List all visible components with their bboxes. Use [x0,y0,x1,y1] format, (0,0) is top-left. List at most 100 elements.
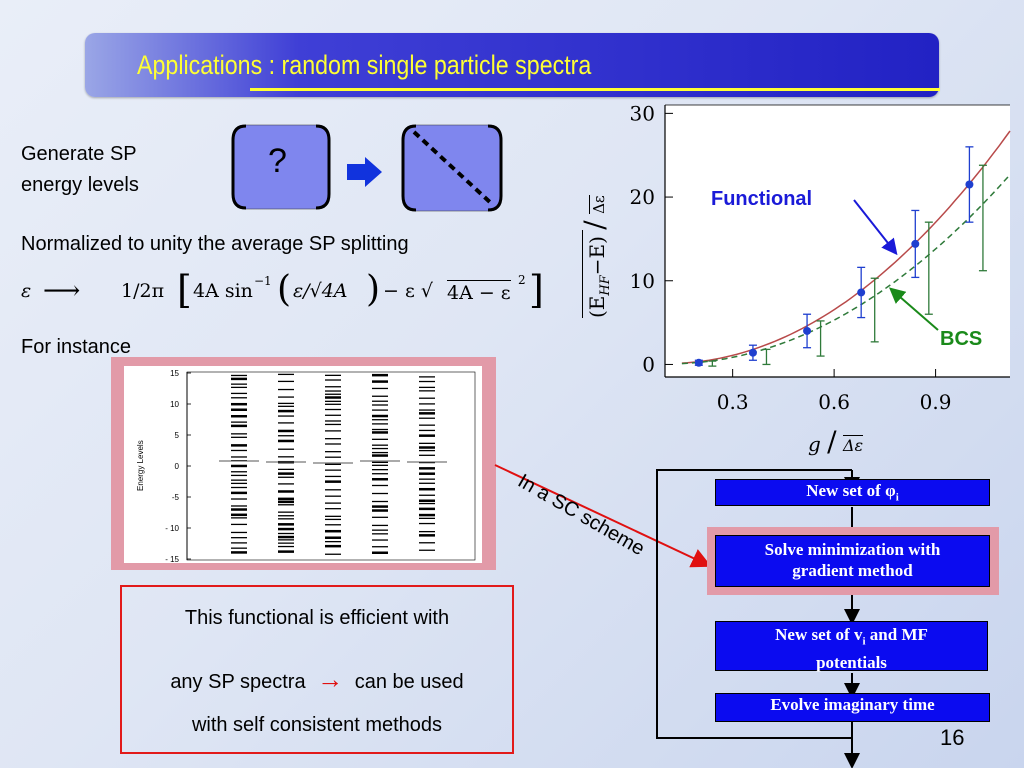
conclusion-line2: any SP spectra → can be used [122,664,512,695]
normalized-text: Normalized to unity the average SP split… [21,233,409,255]
main-ylabel-rest: −E) [585,236,609,276]
formula-bracket-right: ] [529,268,544,312]
functional-point [694,358,703,367]
generate-line2: energy levels [21,174,139,196]
main-xtick-label: 0.6 [818,390,850,414]
unknown-spectrum-box [230,122,332,212]
functional-point [857,288,866,297]
formula-minus-part: − ε √ [383,280,433,302]
page-number: 16 [940,725,965,750]
formula-epsilon: ε [21,280,32,302]
formula-rhs-start: 1/2π [121,280,165,302]
functional-curve [681,130,1011,364]
flow-box2-line2: gradient method [792,561,913,580]
sc-scheme-arrow [494,464,712,568]
right-arrow-icon [345,156,385,193]
main-ylabel-den: Δε [589,195,608,214]
conclusion-box: This functional is efficient with any SP… [120,585,514,754]
functional-point [803,326,812,335]
conclusion-arrow-icon: → [317,664,344,694]
main-xlabel: g / Δε [808,425,864,458]
energy-level-column [313,374,353,555]
formula-inner: 4A sin [193,280,253,302]
main-ticks: 0 10 20 30 0.3 0.6 0.9 [630,101,952,414]
main-series-points [694,146,987,367]
main-xtick-label: 0.9 [920,390,952,414]
formula-bracket-left: [ [177,268,192,312]
formula-paren-content: ε/√4A [293,280,348,302]
formula-paren-right: ) [366,269,381,310]
main-xlabel-den: Δε [842,435,864,455]
formula-paren-left: ( [277,269,292,310]
unknown-box-graphic [231,124,331,210]
normalization-formula: ε ⟶ 1/2π [ 4A sin −1 ( ε/√4A ) − ε √ 4A … [21,268,544,318]
main-series-lines [681,130,1011,365]
energy-ytick-label: 0 [175,462,180,471]
energy-level-column [219,374,259,554]
bcs-curve [681,174,1011,365]
flow-loop-line [656,469,852,739]
title-underline [250,88,940,91]
formula-sup: −1 [254,274,272,288]
bcs-label: BCS [940,328,983,350]
generate-line1: Generate SP [21,143,137,165]
main-chart: 0 10 20 30 0.3 0.6 0.9 [600,95,1020,475]
flow-box2-line1: Solve minimization with [764,540,941,559]
flow-box3-line2: potentials [816,653,887,673]
main-ytick-label: 0 [642,352,655,376]
flow-box1-sub: i [895,491,899,504]
functional-point [911,239,920,248]
conclusion-line2-a: any SP spectra [170,671,306,693]
energy-level-columns [219,373,447,555]
flow-box3-sub: i [862,635,866,648]
main-chart-svg: 0 10 20 30 0.3 0.6 0.9 [630,101,1011,414]
main-plot-area [665,105,1010,377]
sc-scheme-connector [494,464,712,568]
energy-plot-panel: Energy Levels 15 10 5 0 -5 - 10 - 15 [124,366,482,564]
energy-ytick-label: 10 [170,400,179,409]
diagonal-box-graphic [401,124,503,212]
slide-title: Applications : random single particle sp… [137,50,592,80]
diagonal-spectrum-box [400,122,504,214]
main-ytick-label: 30 [630,101,655,125]
flow-box-new-potentials: New set of vi and MF potentials [715,621,988,673]
question-mark: ? [268,142,287,180]
energy-levels-plot: Energy Levels 15 10 5 0 -5 - 10 - 15 [136,369,476,564]
chart-annotation-arrows [853,199,939,331]
main-xlabel-num: g [808,432,821,456]
energy-ytick-label: -5 [172,493,180,502]
functional-arrow [853,199,898,256]
energy-ytick-label: - 10 [165,524,179,533]
main-ytick-label: 10 [630,269,655,293]
conclusion-line1: This functional is efficient with [184,607,450,629]
flow-box-minimization: Solve minimization with gradient method [715,535,990,587]
for-instance-text: For instance [21,336,132,358]
conclusion-line3: with self consistent methods [191,714,443,736]
formula-root-sup: 2 [518,273,526,287]
formula-arrow: ⟶ [43,276,81,306]
energy-level-column [266,373,306,553]
flow-box3-text: New set of v [775,625,863,644]
main-ylabel-sub: HF [598,275,613,296]
functional-point [965,180,974,189]
energy-ylabel: Energy Levels [136,440,145,491]
bcs-arrow [888,287,939,331]
flow-box4-text: Evolve imaginary time [770,695,935,714]
energy-ytick-label: 5 [175,431,180,440]
main-ytick-label: 20 [630,185,655,209]
energy-level-column [360,373,400,555]
title-bar [85,33,939,97]
flow-box-imaginary-time: Evolve imaginary time [715,693,990,722]
energy-ytick-label: - 15 [165,555,179,563]
flow-box3-rest: and MF [865,625,928,644]
conclusion-line2-b: can be used [354,671,464,693]
main-ylabel-main: (E [585,295,609,318]
flow-connectors [656,469,860,768]
main-xtick-label: 0.3 [717,390,749,414]
formula-root-body: 4A − ε [447,280,511,304]
main-ylabel: (EHF−E) / Δε [578,195,613,318]
functional-label: Functional [711,188,813,210]
energy-ticks: 15 10 5 0 -5 - 10 - 15 [165,369,191,564]
flow-box-new-phi: New set of φi [715,479,990,506]
energy-ytick-label: 15 [170,369,179,378]
